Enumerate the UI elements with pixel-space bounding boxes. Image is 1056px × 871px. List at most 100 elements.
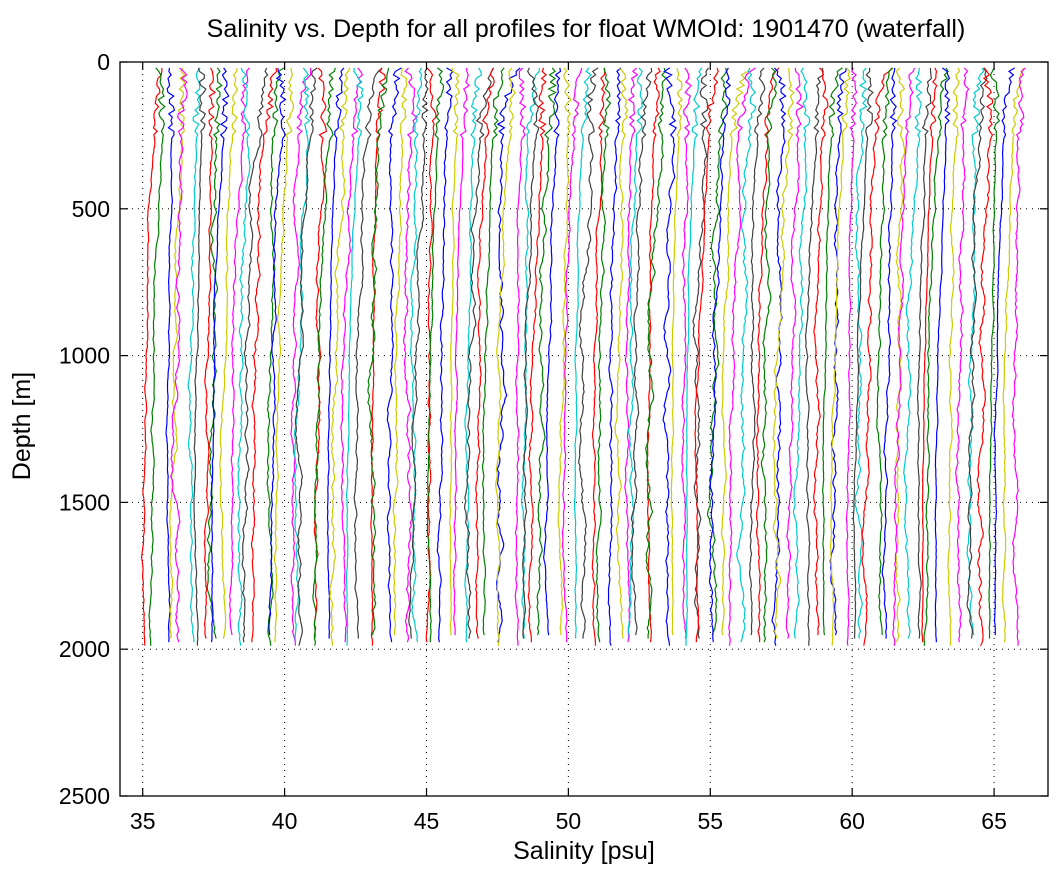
salinity-profile-line: [527, 67, 548, 643]
salinity-profile-line: [312, 67, 336, 646]
salinity-profile-line: [804, 67, 825, 646]
salinity-profile-line: [748, 67, 766, 636]
salinity-profile-line: [561, 67, 583, 643]
salinity-profile-line: [955, 67, 970, 643]
x-axis-label: Salinity [psu]: [513, 837, 655, 865]
salinity-profile-line: [728, 67, 756, 646]
salinity-profile-line: [692, 67, 709, 639]
salinity-profile-line: [340, 67, 364, 643]
salinity-profile-line: [894, 67, 906, 643]
salinity-profile-line: [140, 67, 163, 646]
y-tick-label: 2000: [59, 636, 110, 662]
x-tick-label: 60: [839, 808, 865, 834]
salinity-profile-line: [785, 67, 805, 639]
salinity-profile-line: [463, 67, 494, 639]
salinity-profile-line: [495, 67, 516, 646]
salinity-profile-line: [409, 67, 423, 643]
salinity-profile-line: [921, 67, 938, 643]
salinity-profile-line: [670, 67, 683, 636]
chart-title: Salinity vs. Depth for all profiles for …: [207, 15, 966, 43]
salinity-profile-line: [1001, 67, 1024, 643]
salinity-profile-line: [852, 67, 874, 639]
x-tick-label: 65: [981, 808, 1007, 834]
salinity-profile-line: [367, 67, 390, 636]
salinity-profile-line: [993, 67, 1016, 636]
salinity-profile-line: [170, 67, 188, 643]
salinity-profile-line: [760, 67, 777, 643]
salinity-profile-line: [522, 67, 540, 639]
x-tick-label: 35: [130, 808, 156, 834]
salinity-profile-line: [294, 67, 318, 646]
salinity-profile-line: [237, 67, 251, 646]
salinity-profile-line: [577, 67, 599, 639]
salinity-profile-line: [771, 67, 787, 646]
salinity-profile-line: [755, 67, 780, 643]
salinity-profile-line: [792, 67, 811, 639]
salinity-profile-line: [542, 67, 562, 636]
salinity-profile-line: [449, 67, 461, 636]
salinity-profile-line: [203, 67, 217, 639]
x-tick-label: 40: [272, 808, 298, 834]
salinity-profile-line: [861, 67, 893, 646]
y-tick-label: 1500: [59, 489, 110, 515]
salinity-profile-line: [966, 67, 988, 639]
salinity-profile-line: [681, 67, 693, 639]
salinity-profile-line: [453, 67, 470, 636]
salinity-profile-line: [1011, 67, 1026, 646]
y-axis-ticks: 0 500 1000 1500 2000 2500: [59, 49, 1048, 809]
salinity-profile-line: [329, 67, 351, 646]
salinity-profile-line: [165, 67, 176, 643]
salinity-profile-line: [903, 67, 923, 639]
y-axis-label: Depth [m]: [8, 372, 36, 480]
salinity-profile-line: [645, 67, 667, 639]
salinity-profile-line: [923, 67, 949, 646]
plot-frame: [119, 61, 1049, 797]
salinity-profile-line: [386, 67, 402, 643]
salinity-profiles: [140, 67, 1026, 646]
salinity-profile-line: [250, 67, 278, 643]
salinity-profile-line: [353, 67, 383, 639]
salinity-profile-line: [148, 67, 166, 646]
salinity-profile-line: [881, 67, 898, 639]
salinity-profile-line: [685, 67, 703, 646]
salinity-profile-line: [573, 67, 592, 639]
salinity-profile-line: [607, 67, 622, 646]
salinity-profile-line: [708, 67, 732, 643]
salinity-profile-line: [345, 67, 364, 646]
salinity-profile-line: [169, 67, 186, 639]
salinity-profile-line: [821, 67, 843, 636]
salinity-profile-line: [426, 67, 445, 643]
salinity-profile-line: [403, 67, 418, 643]
salinity-profile-line: [934, 67, 951, 643]
salinity-profile-line: [614, 67, 629, 639]
salinity-profile-line: [206, 67, 223, 639]
salinity-profile-line: [514, 67, 527, 646]
y-tick-label: 0: [97, 49, 110, 75]
salinity-profile-line: [662, 67, 677, 646]
salinity-profile-line: [706, 67, 728, 636]
salinity-profile-line: [408, 67, 429, 639]
salinity-profile-line: [735, 67, 757, 643]
salinity-profile-line: [436, 67, 454, 643]
salinity-profile-line: [475, 67, 495, 639]
salinity-profile-line: [241, 67, 269, 643]
axes: [119, 61, 1049, 797]
salinity-profile-line: [812, 67, 829, 636]
x-axis-ticks: 35 40 45 50 55 60 65: [130, 62, 1007, 834]
salinity-profile-line: [966, 67, 985, 636]
salinity-profile-line: [624, 67, 639, 643]
salinity-profile-line: [630, 67, 653, 636]
salinity-profile-line: [595, 67, 612, 643]
salinity-profile-line: [829, 67, 847, 636]
salinity-profile-line: [536, 67, 558, 636]
salinity-profile-line: [326, 67, 345, 639]
salinity-profile-line: [591, 67, 606, 646]
salinity-profile-line: [210, 67, 230, 643]
salinity-profile-line: [916, 67, 933, 639]
salinity-profile-line: [228, 67, 250, 636]
salinity-profile-line: [694, 67, 719, 643]
salinity-profile-line: [947, 67, 961, 646]
salinity-profile-line: [557, 67, 572, 636]
salinity-profile-line: [854, 67, 868, 639]
